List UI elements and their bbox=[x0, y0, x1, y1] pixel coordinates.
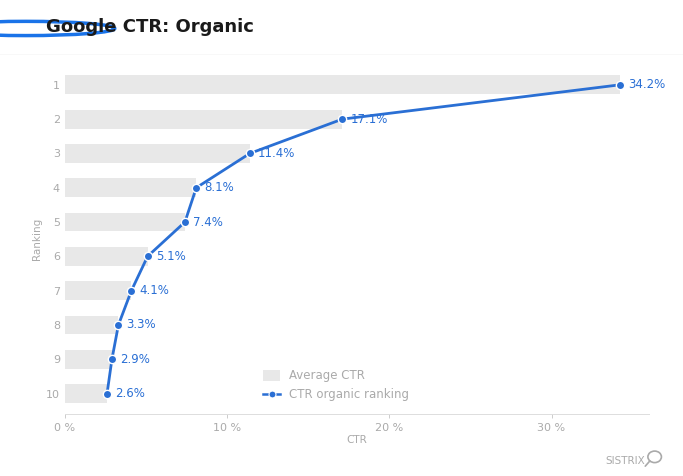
Bar bbox=[65, 350, 112, 369]
Point bbox=[180, 218, 191, 226]
Point bbox=[337, 115, 348, 123]
Legend: Average CTR, CTR organic ranking: Average CTR, CTR organic ranking bbox=[264, 369, 409, 401]
Bar bbox=[65, 144, 250, 163]
Point bbox=[107, 356, 117, 363]
Text: 17.1%: 17.1% bbox=[350, 113, 388, 126]
Point bbox=[245, 149, 255, 157]
Point bbox=[113, 321, 124, 329]
Point bbox=[142, 253, 153, 260]
Bar bbox=[65, 178, 196, 197]
Text: SISTRIX: SISTRIX bbox=[606, 456, 645, 466]
Point bbox=[126, 287, 137, 295]
Text: 3.3%: 3.3% bbox=[126, 318, 156, 331]
Bar bbox=[65, 213, 185, 231]
Text: 4.1%: 4.1% bbox=[139, 284, 169, 297]
Point bbox=[191, 184, 201, 191]
Text: 11.4%: 11.4% bbox=[258, 147, 295, 160]
Point bbox=[614, 81, 625, 89]
Bar bbox=[65, 109, 342, 129]
Text: 5.1%: 5.1% bbox=[156, 250, 186, 263]
Bar bbox=[65, 316, 118, 334]
Bar bbox=[65, 281, 131, 300]
X-axis label: CTR: CTR bbox=[346, 435, 367, 445]
Text: 7.4%: 7.4% bbox=[193, 216, 223, 228]
Text: 8.1%: 8.1% bbox=[204, 181, 234, 194]
Bar bbox=[65, 75, 619, 94]
Y-axis label: Ranking: Ranking bbox=[32, 218, 42, 260]
Text: 2.6%: 2.6% bbox=[115, 387, 145, 400]
Bar bbox=[65, 247, 148, 266]
Point bbox=[102, 390, 113, 397]
Text: 34.2%: 34.2% bbox=[628, 79, 665, 91]
Text: Google CTR: Organic: Google CTR: Organic bbox=[46, 19, 254, 36]
Text: 2.9%: 2.9% bbox=[120, 353, 150, 366]
Bar bbox=[65, 384, 107, 403]
